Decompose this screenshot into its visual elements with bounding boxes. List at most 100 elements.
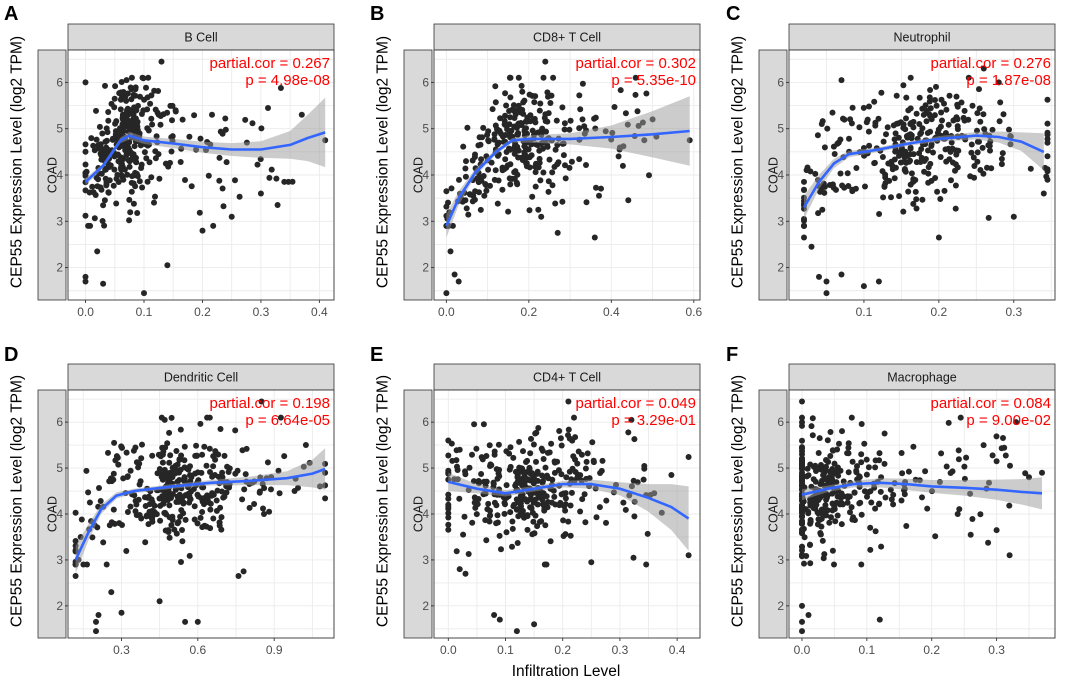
y-tick-label: 2 — [56, 599, 63, 613]
data-point — [937, 154, 944, 160]
data-point — [82, 79, 89, 86]
data-point — [814, 509, 821, 516]
data-point — [519, 465, 526, 472]
data-point — [539, 125, 546, 132]
data-point — [129, 173, 136, 180]
data-point — [979, 144, 986, 151]
data-point — [453, 548, 460, 555]
x-tick-label: 0.4 — [603, 305, 620, 319]
data-point — [120, 475, 127, 482]
gridlines — [789, 390, 1055, 638]
data-point — [209, 473, 216, 480]
data-point — [615, 153, 622, 160]
data-point — [549, 169, 556, 176]
data-point — [622, 110, 629, 117]
data-point — [879, 154, 886, 160]
data-point — [954, 126, 961, 133]
data-point — [134, 210, 141, 216]
data-point — [799, 509, 805, 516]
data-point — [166, 514, 173, 521]
data-point — [298, 111, 305, 118]
data-point — [1001, 444, 1008, 451]
data-point — [839, 501, 846, 508]
data-point — [483, 478, 490, 485]
data-point — [1044, 96, 1051, 103]
data-point — [561, 120, 568, 127]
data-point — [260, 505, 266, 512]
data-point — [591, 234, 598, 241]
data-point — [849, 458, 856, 465]
data-point — [845, 440, 852, 447]
data-point — [844, 170, 851, 177]
data-point — [846, 135, 852, 142]
data-point — [469, 519, 476, 526]
data-point — [190, 486, 197, 492]
data-point — [974, 110, 981, 117]
data-point — [980, 65, 987, 72]
data-point — [568, 489, 575, 496]
data-point — [194, 618, 201, 625]
data-point — [907, 181, 914, 188]
data-point — [478, 454, 485, 461]
data-point — [152, 193, 158, 200]
side-strip — [403, 49, 433, 301]
data-point — [974, 149, 981, 156]
data-point — [114, 171, 121, 178]
data-point — [225, 469, 232, 475]
data-point — [938, 450, 945, 457]
data-point — [104, 129, 111, 136]
data-point — [551, 459, 558, 466]
data-point — [98, 152, 105, 159]
data-point — [530, 518, 537, 525]
data-point — [449, 222, 456, 229]
data-point — [199, 524, 206, 531]
data-point — [219, 185, 226, 192]
y-tick-label: 6 — [422, 75, 429, 89]
data-point — [219, 474, 226, 481]
data-point — [448, 185, 455, 192]
data-point — [801, 560, 807, 567]
x-axis: 0.0 0.1 0.2 0.3 0.4 — [440, 638, 686, 657]
x-tick-label: 0.9 — [266, 643, 283, 657]
y-tick-label: 6 — [422, 415, 429, 429]
data-point — [205, 172, 212, 179]
data-point — [955, 447, 962, 454]
data-point — [542, 58, 549, 65]
data-point — [625, 429, 632, 436]
data-point — [100, 202, 107, 209]
data-point — [815, 210, 822, 217]
correlation-label: partial.cor = 0.267 — [210, 55, 331, 72]
data-point — [264, 459, 271, 466]
data-point — [903, 115, 909, 122]
data-point — [864, 116, 871, 123]
data-point — [988, 165, 995, 172]
data-point — [916, 150, 923, 157]
data-point — [923, 118, 930, 125]
data-point — [488, 462, 495, 469]
data-point — [82, 212, 89, 219]
data-point — [515, 479, 522, 486]
data-point — [488, 159, 495, 166]
data-point — [78, 516, 85, 523]
data-point — [1044, 166, 1051, 173]
data-point — [491, 499, 498, 506]
data-point — [486, 518, 493, 525]
data-point — [919, 125, 926, 132]
data-point — [143, 155, 150, 162]
data-point — [557, 499, 564, 506]
data-point — [985, 539, 992, 546]
data-point — [443, 188, 450, 195]
data-point — [498, 546, 504, 553]
data-point — [552, 146, 559, 153]
data-point — [799, 547, 805, 554]
data-point — [219, 469, 226, 476]
data-point — [567, 532, 574, 539]
data-point — [523, 459, 529, 465]
x-axis: 0.0 0.1 0.2 0.3 — [794, 638, 1005, 657]
data-point — [952, 205, 959, 212]
data-point — [634, 108, 641, 115]
data-point — [980, 170, 987, 177]
data-point — [519, 157, 526, 164]
data-point — [72, 509, 79, 516]
side-strip-label: COAD — [45, 496, 59, 532]
